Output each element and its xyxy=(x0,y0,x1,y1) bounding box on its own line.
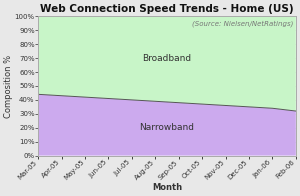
Title: Web Connection Speed Trends - Home (US): Web Connection Speed Trends - Home (US) xyxy=(40,4,294,14)
X-axis label: Month: Month xyxy=(152,183,182,192)
Y-axis label: Composition %: Composition % xyxy=(4,54,13,118)
Text: (Source: Nielsen/NetRatings): (Source: Nielsen/NetRatings) xyxy=(192,21,293,27)
Text: Broadband: Broadband xyxy=(142,54,192,63)
Text: Narrowband: Narrowband xyxy=(140,123,194,132)
